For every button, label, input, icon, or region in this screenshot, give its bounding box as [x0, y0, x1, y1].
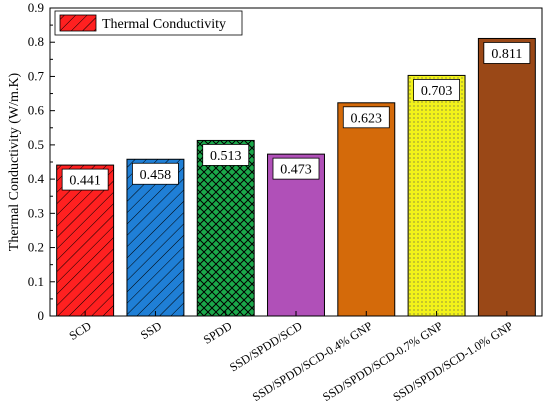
value-label: 0.811: [491, 47, 522, 62]
value-label-box: [342, 106, 390, 129]
legend-label: Thermal Conductivity: [102, 17, 226, 32]
y-tick-label: 0.3: [28, 205, 44, 220]
y-tick-label: 0.7: [28, 68, 45, 83]
x-tick-label: SSD/SPDD/SCD-0.7% GNP: [320, 318, 445, 404]
value-label-box: [202, 144, 250, 166]
value-label: 0.458: [140, 168, 172, 183]
value-label: 0.703: [421, 84, 453, 99]
y-tick-label: 0.1: [28, 274, 44, 289]
value-label: 0.473: [280, 163, 312, 178]
value-label-box: [132, 162, 179, 185]
y-tick-label: 0.9: [28, 0, 44, 15]
x-tick-label: SSD/SPDD/SCD-1.0% GNP: [390, 318, 515, 404]
legend-swatch: [59, 14, 97, 32]
y-tick-label: 0: [38, 308, 45, 323]
x-tick-label: SSD: [138, 318, 164, 342]
legend: Thermal Conductivity: [54, 10, 243, 36]
value-label: 0.623: [351, 111, 383, 126]
value-label-box: [413, 79, 460, 101]
value-label: 0.441: [69, 174, 101, 189]
value-label-box: [483, 42, 531, 64]
value-label-box: [61, 168, 109, 191]
bars-layer: [56, 37, 536, 317]
bar: [477, 37, 536, 317]
bar: [267, 153, 325, 317]
y-tick-label: 0.4: [28, 171, 45, 186]
x-tick-label: SPDD: [201, 318, 235, 346]
y-tick-label: 0.2: [28, 240, 44, 255]
x-tick-label: SSD/SPDD/SCD-0.4% GNP: [250, 318, 375, 404]
bar: [337, 102, 396, 317]
x-tick-label: SCD: [67, 318, 94, 342]
value-label: 0.513: [210, 149, 242, 164]
value-label-box: [272, 157, 320, 180]
y-axis: 0 0.1 0.2 0.3 0.4 0.5 0.6 0.7 0.8 0.9: [28, 0, 55, 323]
bar: [407, 74, 466, 317]
y-tick-label: 0.5: [28, 137, 44, 152]
y-tick-label: 0.8: [28, 34, 44, 49]
y-axis-label: Thermal Conductivity (W/m.K): [7, 72, 22, 251]
y-tick-label: 0.6: [28, 103, 45, 118]
bar: [196, 139, 255, 317]
x-axis: SCD SSD SPDDSSD/SPDD/SCDSSD/SPDD/SCD-0.4% …: [67, 311, 516, 404]
bar: [126, 158, 185, 317]
value-labels-layer: 0.441 0.458 0.513 0.473 0.623 0.703 0.811: [61, 42, 531, 191]
